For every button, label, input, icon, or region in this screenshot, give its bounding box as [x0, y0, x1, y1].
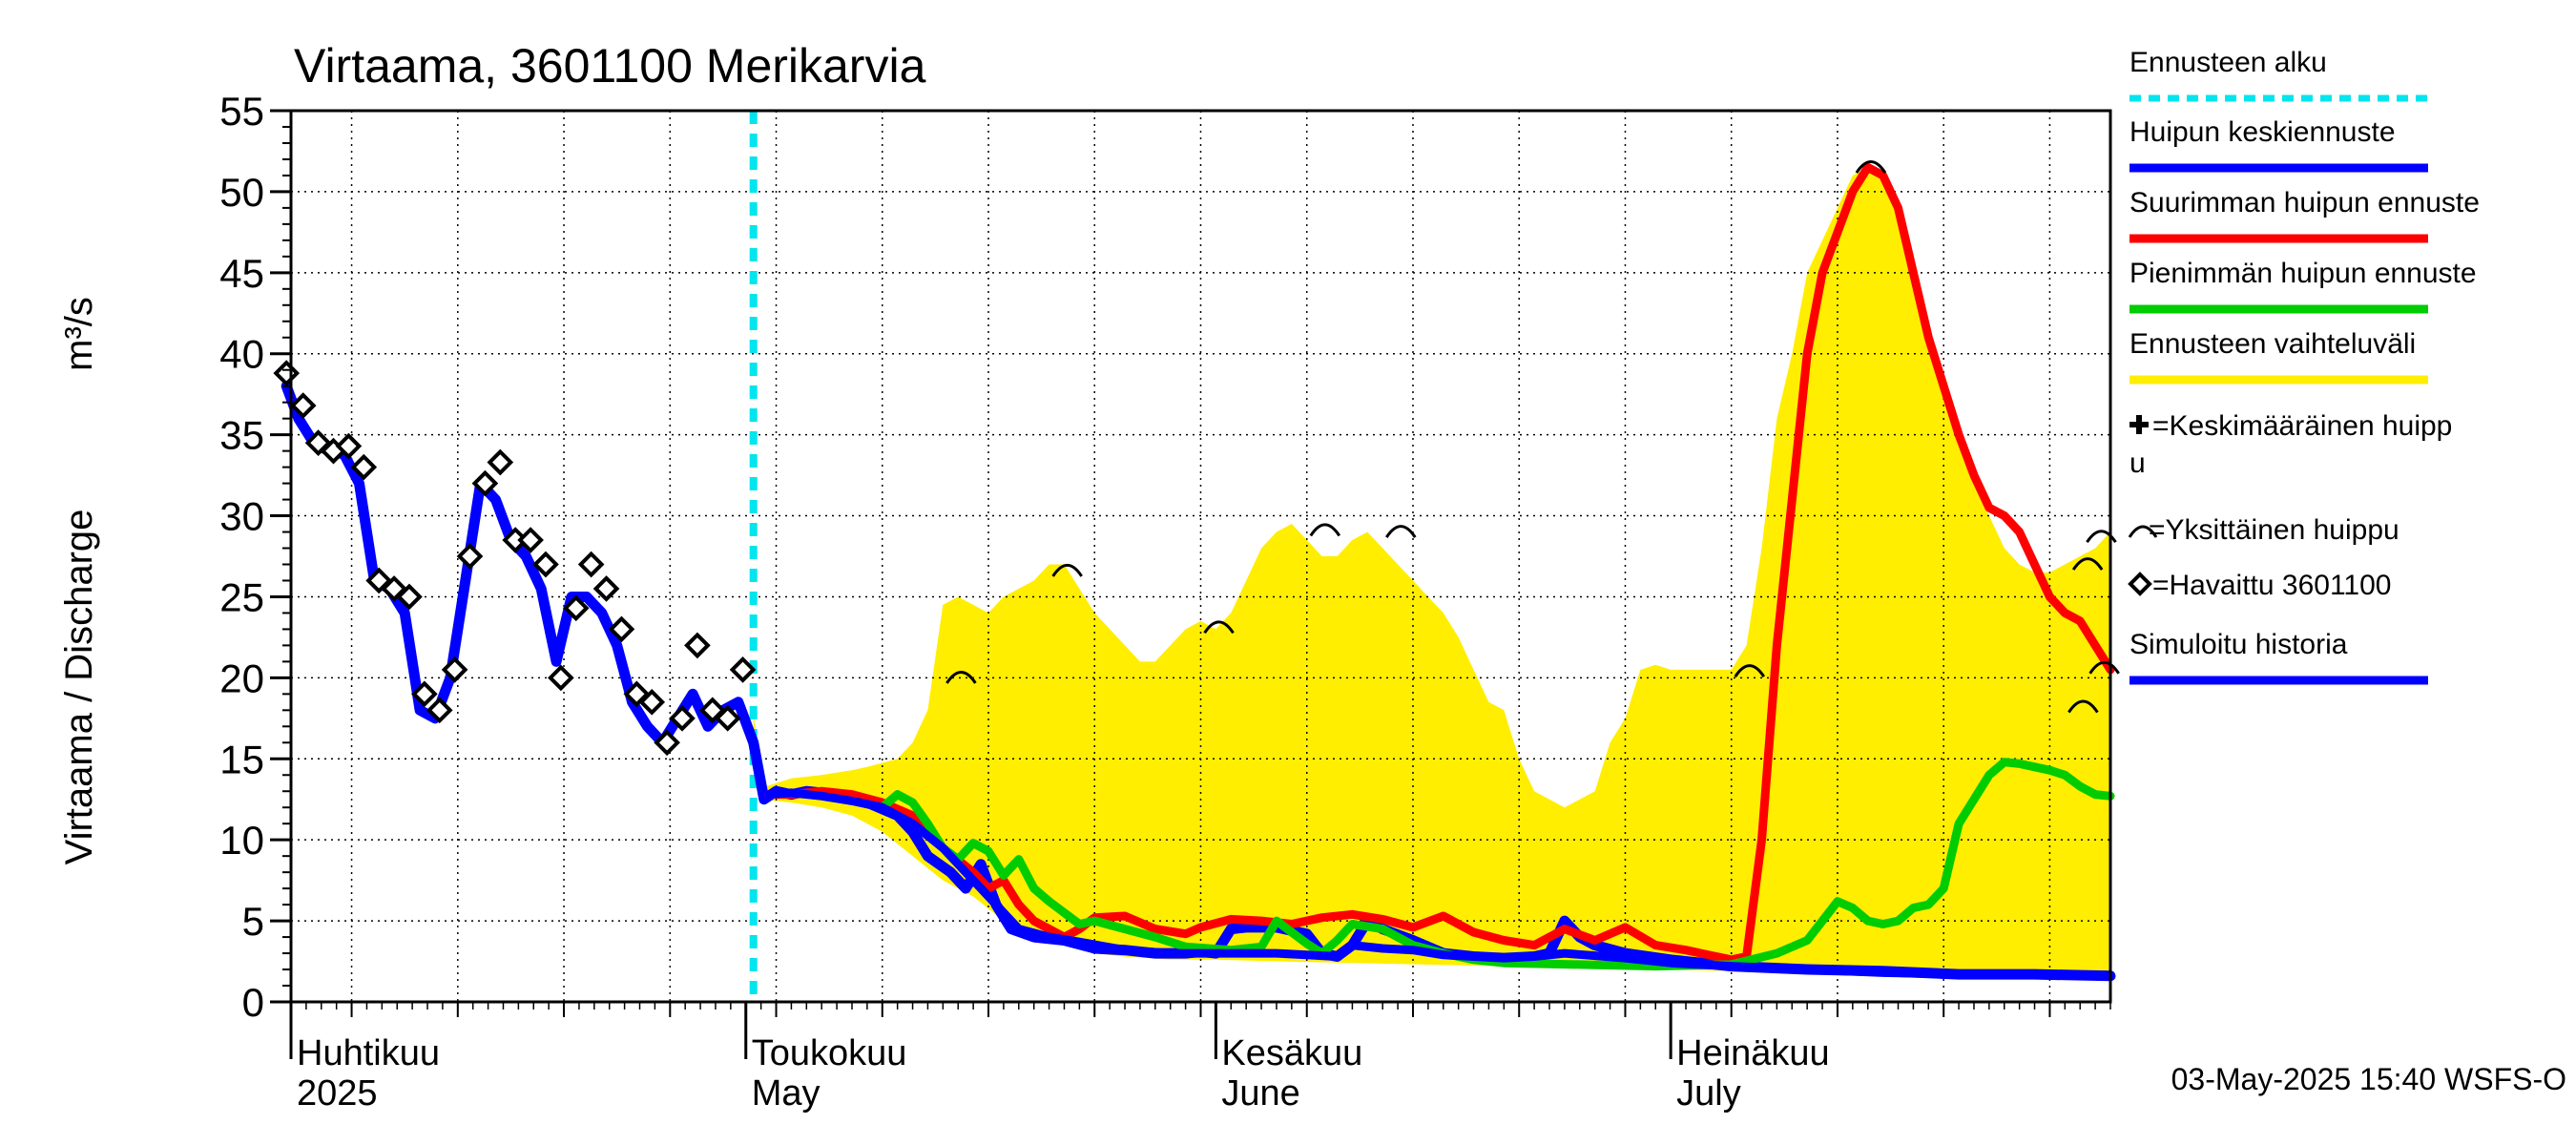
month-label-fi: Kesäkuu [1221, 1033, 1362, 1073]
legend-item: =Keskimääräinen huippu [2129, 410, 2452, 479]
y-axis-unit: m³/s [58, 297, 100, 371]
observed-point [548, 664, 574, 692]
marker-layer [273, 160, 2120, 757]
observed-point [608, 615, 635, 643]
observed-point [289, 392, 317, 419]
observed-point [592, 575, 620, 602]
axis-layer: 0510152025303540455055Huhtikuu2025Toukok… [219, 89, 2112, 1114]
y-tick-label: 35 [219, 413, 264, 458]
legend-label: Suurimman huipun ennuste [2129, 187, 2480, 219]
y-tick-label: 25 [219, 574, 264, 619]
y-tick-label: 45 [219, 251, 264, 296]
forecast-range-band [753, 167, 2111, 978]
observed-point [396, 583, 423, 611]
observed-point [350, 453, 378, 481]
legend-label: Simuloitu historia [2129, 629, 2348, 660]
forecast-range-band-layer [753, 167, 2111, 978]
y-tick-label: 30 [219, 494, 264, 539]
peak-marker [945, 670, 977, 684]
month-label-en: June [1221, 1073, 1299, 1114]
legend-item: Pienimmän huipun ennuste [2129, 258, 2477, 314]
peak-marker [1855, 160, 1887, 174]
month-label-en: May [752, 1073, 821, 1114]
observed-point [654, 729, 680, 757]
series-line [764, 788, 2115, 981]
series-line [764, 162, 2115, 965]
legend-plus-symbol [2129, 415, 2149, 434]
timestamp-footer: 03-May-2025 15:40 WSFS-O [2171, 1062, 2566, 1096]
peak-marker [1203, 620, 1235, 635]
month-label-fi: Heinäkuu [1676, 1033, 1830, 1073]
peak-marker [2088, 660, 2120, 675]
observed-point [532, 551, 559, 578]
observed-point [426, 697, 453, 724]
legend-item: Simuloitu historia [2129, 629, 2428, 685]
y-tick-label: 40 [219, 332, 264, 377]
legend-label: =Keskimääräinen huipp [2152, 410, 2452, 442]
legend-item: Ennusteen alku [2129, 47, 2428, 102]
month-label-en: July [1676, 1073, 1741, 1114]
peak-marker [2071, 557, 2104, 571]
legend-label: Ennusteen alku [2129, 47, 2327, 78]
legend-item: =Havaittu 3601100 [2128, 570, 2391, 601]
legend-label: =Havaittu 3601100 [2152, 570, 2391, 601]
legend-label: Ennusteen vaihteluväli [2129, 328, 2416, 360]
observed-point [562, 594, 590, 622]
month-label-fi: Huhtikuu [297, 1033, 440, 1073]
legend-label: =Yksittäinen huippu [2149, 514, 2399, 546]
legend-diamond-symbol [2128, 572, 2152, 596]
peak-marker [1051, 563, 1083, 577]
observed-point [487, 448, 514, 476]
legend-arc-symbol [2128, 525, 2158, 538]
observed-point [669, 704, 696, 732]
plot-frame [289, 109, 2112, 1004]
peak-marker [2067, 699, 2099, 714]
y-tick-label: 15 [219, 737, 264, 781]
chart-title: Virtaama, 3601100 Merikarvia [294, 39, 926, 93]
observed-point [577, 551, 605, 578]
peak-marker [1734, 664, 1766, 678]
observed-point [638, 689, 666, 716]
legend-item: =Yksittäinen huippu [2128, 514, 2399, 546]
observed-point [441, 656, 468, 683]
legend-label: Pienimmän huipun ennuste [2129, 258, 2477, 289]
peak-marker [1309, 523, 1341, 537]
observed-point [729, 656, 757, 683]
observed-point [517, 527, 544, 553]
y-tick-label: 20 [219, 656, 264, 700]
y-tick-label: 5 [242, 899, 264, 944]
peak-marker [2086, 530, 2117, 544]
legend-item: Huipun keskiennuste [2129, 116, 2428, 173]
observed-point [684, 632, 711, 659]
y-tick-label: 10 [219, 818, 264, 863]
observed-point [714, 704, 741, 732]
y-tick-label: 0 [242, 980, 264, 1025]
legend-item: Suurimman huipun ennuste [2129, 187, 2480, 243]
peak-marker [1385, 525, 1417, 538]
y-tick-label: 55 [219, 89, 264, 134]
grid-layer [291, 111, 2110, 1002]
legend-item: Ennusteen vaihteluväli [2129, 328, 2428, 385]
observed-point [411, 680, 438, 708]
legend-label-wrap: u [2129, 448, 2146, 479]
legend: Ennusteen alku Huipun keskiennuste Suurimm… [2128, 47, 2480, 685]
legend-label: Huipun keskiennuste [2129, 116, 2396, 148]
y-axis-label: Virtaama / Discharge [58, 510, 100, 865]
observed-point [456, 543, 484, 570]
y-tick-label: 50 [219, 170, 264, 215]
observed-point [471, 469, 499, 497]
month-label-fi: Toukokuu [752, 1033, 907, 1073]
month-label-en: 2025 [297, 1073, 378, 1114]
observed-point [335, 432, 363, 460]
